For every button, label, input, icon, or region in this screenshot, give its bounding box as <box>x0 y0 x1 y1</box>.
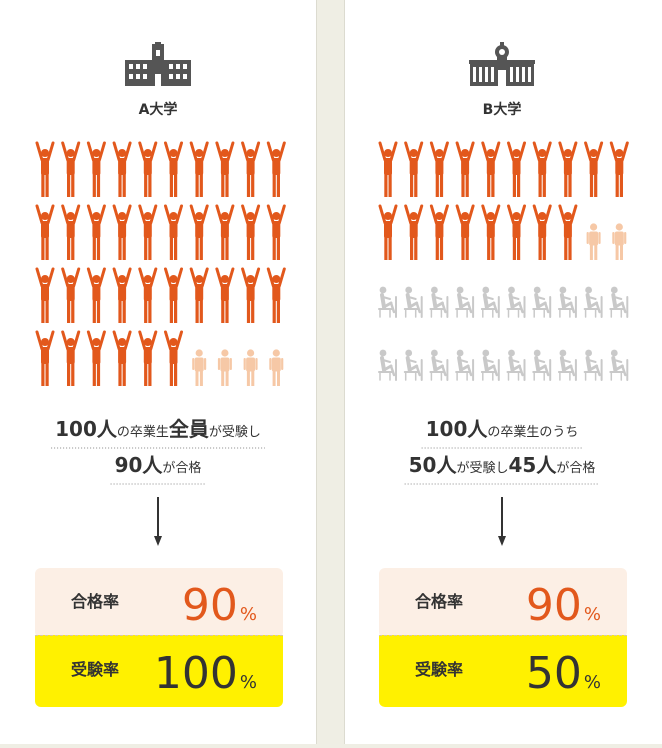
summary-line: 100人の卒業生全員が受験し <box>55 417 261 441</box>
rate-label: 合格率 <box>414 592 463 611</box>
rate-unit: % <box>584 604 601 625</box>
rate-box-top <box>35 568 283 638</box>
summary-text: 90人 <box>115 453 164 477</box>
rate-label: 受験率 <box>415 660 463 679</box>
rate-box-bottom <box>35 635 283 707</box>
rate-box-join <box>35 635 283 645</box>
summary-text: の卒業生 <box>117 424 169 440</box>
rate-value: 100% <box>154 648 257 699</box>
arrow-head <box>154 536 162 546</box>
rate-number: 90 <box>182 580 238 631</box>
summary-text: が合格 <box>556 460 595 476</box>
rate-value: 50% <box>526 648 601 699</box>
rate-number: 50 <box>526 648 582 699</box>
summary-text: が受験し <box>209 425 261 440</box>
rate-number: 90 <box>526 580 582 631</box>
arrow-head <box>498 536 506 546</box>
summary-text: 100人 <box>426 417 489 441</box>
rate-box-top <box>379 568 627 638</box>
rate-box-bottom <box>379 635 627 707</box>
summary-text: 100人 <box>55 417 118 441</box>
summary-text: が合格 <box>162 460 201 476</box>
summary-text: 45人 <box>509 453 558 477</box>
rate-unit: % <box>240 604 257 625</box>
university-name: B大学 <box>483 101 522 118</box>
rate-box-join <box>379 635 627 645</box>
university-name: A大学 <box>139 101 178 118</box>
rate-label: 受験率 <box>71 660 119 679</box>
rate-value: 90% <box>182 580 257 631</box>
summary-text: 全員 <box>169 417 209 441</box>
rate-value: 90% <box>526 580 601 631</box>
summary-line: 50人が受験し45人が合格 <box>409 453 596 477</box>
rate-unit: % <box>240 672 257 693</box>
summary-line: 100人の卒業生のうち <box>426 417 579 441</box>
rate-number: 100 <box>154 648 238 699</box>
summary-text: の卒業生のうち <box>487 424 578 440</box>
summary-line: 90人が合格 <box>115 453 202 477</box>
summary-text: が受験し <box>456 461 508 476</box>
summary-text: 50人 <box>409 453 458 477</box>
rate-unit: % <box>584 672 601 693</box>
rate-label: 合格率 <box>70 592 119 611</box>
